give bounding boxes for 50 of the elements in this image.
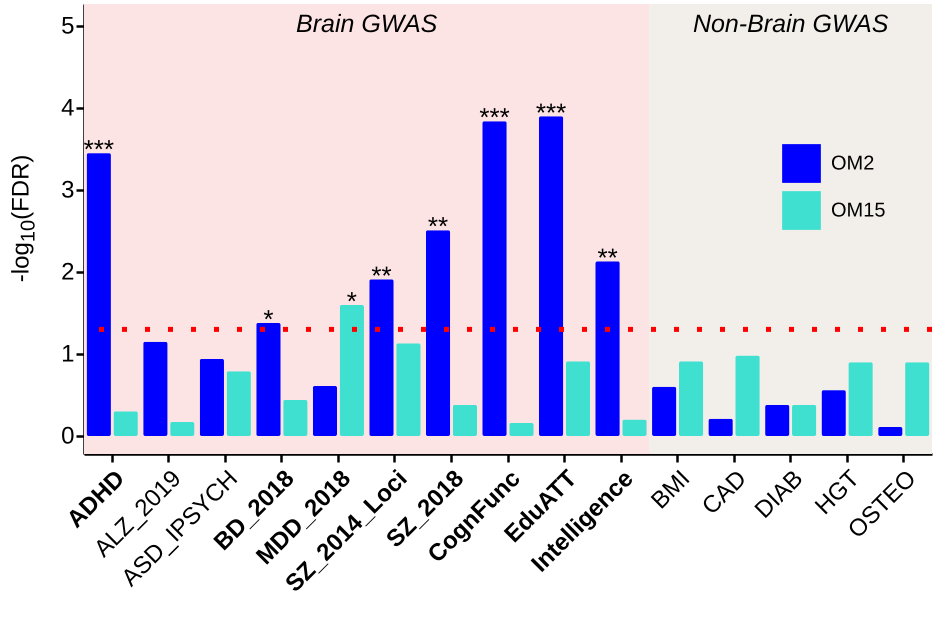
annotation: *** (536, 97, 566, 128)
band-label: Brain GWAS (296, 10, 438, 38)
bar (878, 426, 902, 436)
bar (538, 116, 564, 436)
legend-label: OM15 (831, 200, 886, 222)
bar (170, 422, 194, 436)
bar (595, 261, 620, 436)
legend-label: OM2 (831, 152, 874, 174)
bar (622, 420, 647, 436)
bar (283, 400, 308, 436)
annotation: ** (371, 260, 392, 290)
bar (735, 356, 760, 436)
y-tick-label: 1 (61, 340, 74, 368)
annotation: *** (479, 102, 510, 132)
bar (452, 404, 478, 436)
y-tick-label: 0 (61, 422, 74, 450)
bar (905, 362, 930, 436)
annotation: * (346, 286, 357, 316)
bar (765, 404, 790, 436)
bar (566, 361, 590, 436)
y-tick-label: 4 (61, 94, 74, 122)
band-label: Non-Brain GWAS (692, 10, 889, 38)
bar (256, 322, 281, 436)
bar (226, 371, 251, 436)
bar (340, 304, 364, 436)
bar (509, 422, 534, 436)
y-tick-label: 5 (61, 12, 74, 40)
bar (482, 121, 507, 436)
bar (200, 358, 224, 436)
bar (792, 404, 816, 436)
bar (652, 386, 676, 436)
bar (396, 343, 421, 436)
bar (312, 386, 338, 436)
annotation: * (263, 304, 274, 334)
annotation: ** (428, 211, 448, 242)
bar (822, 390, 846, 436)
bar (426, 230, 450, 436)
bar (86, 153, 111, 436)
y-tick-label: 2 (61, 258, 74, 286)
y-tick-label: 3 (61, 176, 74, 204)
bar (848, 362, 873, 436)
annotation: ** (597, 242, 618, 272)
bar (143, 342, 168, 436)
bar (678, 361, 704, 436)
bar (114, 411, 138, 436)
bar (369, 279, 394, 436)
bar (708, 418, 733, 436)
x-tick-label: BMI (646, 465, 696, 514)
x-tick-label: CAD (696, 465, 752, 520)
annotation: *** (84, 134, 114, 164)
